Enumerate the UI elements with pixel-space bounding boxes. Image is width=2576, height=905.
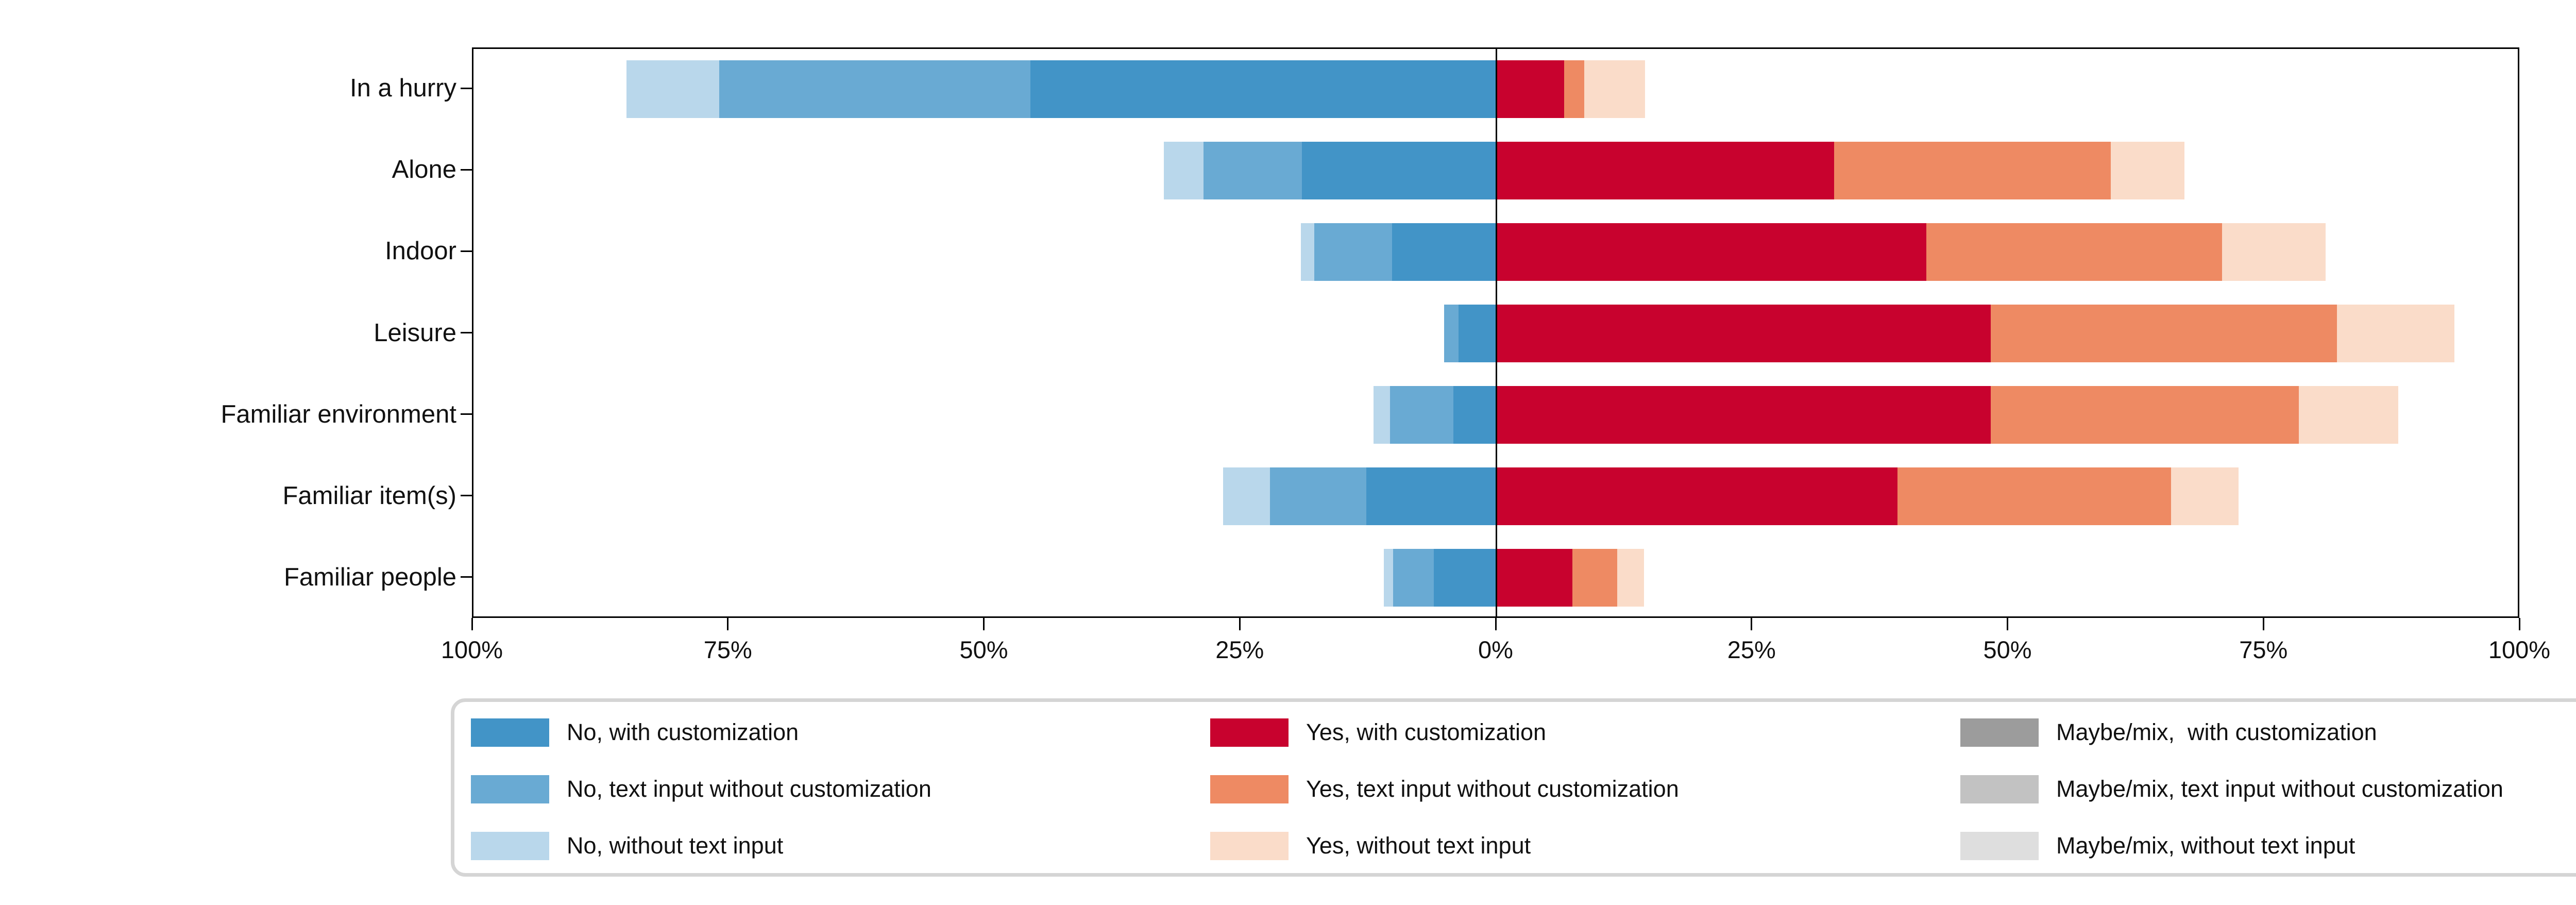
x-axis-tick xyxy=(471,618,473,630)
legend-swatch-no-without-text-input xyxy=(471,832,549,860)
bar-segment-yes-with-customization xyxy=(1496,60,1564,118)
x-axis-tick xyxy=(1751,618,1753,630)
bar-segment-no-text-input xyxy=(1444,305,1459,362)
bar-segment-no-text-input xyxy=(1270,467,1367,526)
bar-segment-yes-text-input xyxy=(1834,141,2111,199)
category-label-in-a-hurry: In a hurry xyxy=(350,74,456,103)
y-axis-tick xyxy=(461,250,472,252)
bar-segment-yes-without-text-input xyxy=(2299,386,2399,444)
legend-swatch-yes-with-customization xyxy=(1210,718,1289,747)
y-axis-tick xyxy=(461,332,472,333)
category-label-familiar-item-s-: Familiar item(s) xyxy=(282,481,456,510)
bar-segment-no-without-text-input xyxy=(1223,467,1270,526)
bar-segment-yes-with-customization xyxy=(1496,467,1898,526)
bar-segment-no-with-customization xyxy=(1392,223,1497,281)
x-axis-tick-label: 100% xyxy=(2488,636,2551,663)
bar-segment-yes-without-text-input xyxy=(2336,305,2455,362)
bar-segment-no-with-customization xyxy=(1453,386,1497,444)
legend-label-no-without-text-input: No, without text input xyxy=(567,832,784,859)
legend-swatch-yes-text-input xyxy=(1210,775,1289,803)
x-axis-tick xyxy=(727,618,729,630)
legend-swatch-maybe-without-text-input xyxy=(1960,832,2039,860)
main-plot-area xyxy=(472,47,2519,618)
bar-segment-yes-text-input xyxy=(1564,60,1585,118)
bar-segment-yes-text-input xyxy=(1926,223,2223,281)
bar-segment-no-text-input xyxy=(719,60,1031,118)
category-label-alone: Alone xyxy=(392,156,456,184)
bar-segment-no-with-customization xyxy=(1030,60,1497,118)
x-axis-tick-label: 25% xyxy=(1727,636,1776,663)
x-axis-tick-label: 25% xyxy=(1215,636,1264,663)
bar-segment-yes-without-text-input xyxy=(1617,549,1644,607)
legend-label-no-text-input: No, text input without customization xyxy=(567,776,931,802)
category-label-familiar-environment: Familiar environment xyxy=(221,400,457,428)
legend-label-maybe-text-input: Maybe/mix, text input without customizat… xyxy=(2056,776,2503,802)
bar-segment-no-without-text-input xyxy=(1300,223,1314,281)
x-axis-tick xyxy=(2518,618,2520,630)
bar-segment-yes-without-text-input xyxy=(1584,60,1645,118)
legend-label-no-with-customization: No, with customization xyxy=(567,719,799,745)
category-label-leisure: Leisure xyxy=(374,319,456,347)
bar-segment-no-text-input xyxy=(1204,141,1302,199)
bar-segment-yes-with-customization xyxy=(1496,386,1991,444)
legend-label-maybe-without-text-input: Maybe/mix, without text input xyxy=(2056,832,2355,859)
legend-box: No, with customization No, text input wit… xyxy=(451,698,2576,877)
bar-segment-yes-with-customization xyxy=(1496,305,1991,362)
x-axis-tick xyxy=(2007,618,2008,630)
bar-segment-no-with-customization xyxy=(1458,305,1497,362)
x-axis-tick-label: 75% xyxy=(2239,636,2288,663)
legend-swatch-maybe-with-customization xyxy=(1960,718,2039,747)
bar-segment-yes-without-text-input xyxy=(2222,223,2326,281)
x-axis-tick xyxy=(2262,618,2264,630)
bar-segment-no-text-input xyxy=(1314,223,1392,281)
legend-swatch-yes-without-text-input xyxy=(1210,832,1289,860)
bar-segment-no-with-customization xyxy=(1434,549,1497,607)
bar-segment-no-without-text-input xyxy=(1163,141,1204,199)
bar-segment-no-without-text-input xyxy=(626,60,720,118)
bar-segment-yes-with-customization xyxy=(1496,549,1572,607)
x-axis-tick xyxy=(983,618,985,630)
y-axis-tick xyxy=(461,495,472,497)
bar-segment-no-text-input xyxy=(1389,386,1454,444)
bar-segment-yes-with-customization xyxy=(1496,141,1835,199)
bar-segment-no-with-customization xyxy=(1366,467,1497,526)
zero-axis-line xyxy=(1496,49,1497,616)
bar-segment-yes-without-text-input xyxy=(2171,467,2239,526)
x-axis-tick-label: 75% xyxy=(703,636,752,663)
y-axis-tick xyxy=(461,87,472,89)
x-axis-tick xyxy=(1239,618,1241,630)
legend-label-yes-with-customization: Yes, with customization xyxy=(1306,719,1547,745)
bar-segment-yes-text-input xyxy=(1897,467,2171,526)
x-axis-tick-label: 50% xyxy=(959,636,1008,663)
bar-segment-yes-without-text-input xyxy=(2110,141,2184,199)
y-axis-tick xyxy=(461,169,472,171)
x-axis-tick-label: 50% xyxy=(1983,636,2032,663)
legend-label-yes-text-input: Yes, text input without customization xyxy=(1306,776,1679,802)
category-label-familiar-people: Familiar people xyxy=(284,563,456,591)
x-axis-tick-label: 100% xyxy=(440,636,503,663)
x-axis-tick xyxy=(1495,618,1497,630)
category-label-indoor: Indoor xyxy=(385,237,456,265)
x-axis-tick-label: 0% xyxy=(1478,636,1513,663)
legend-label-yes-without-text-input: Yes, without text input xyxy=(1306,832,1531,859)
bar-segment-yes-text-input xyxy=(1991,305,2337,362)
bar-segment-yes-text-input xyxy=(1572,549,1617,607)
bar-segment-no-text-input xyxy=(1393,549,1434,607)
legend-label-maybe-with-customization: Maybe/mix, with customization xyxy=(2056,719,2377,745)
y-axis-tick xyxy=(461,413,472,415)
legend-swatch-maybe-text-input xyxy=(1960,775,2039,803)
legend-swatch-no-with-customization xyxy=(471,718,549,747)
bar-segment-no-without-text-input xyxy=(1383,549,1393,607)
bar-segment-yes-with-customization xyxy=(1496,223,1927,281)
bar-segment-no-with-customization xyxy=(1301,141,1497,199)
bar-segment-no-without-text-input xyxy=(1374,386,1390,444)
legend-swatch-no-text-input xyxy=(471,775,549,803)
bar-segment-yes-text-input xyxy=(1991,386,2299,444)
y-axis-tick xyxy=(461,576,472,578)
